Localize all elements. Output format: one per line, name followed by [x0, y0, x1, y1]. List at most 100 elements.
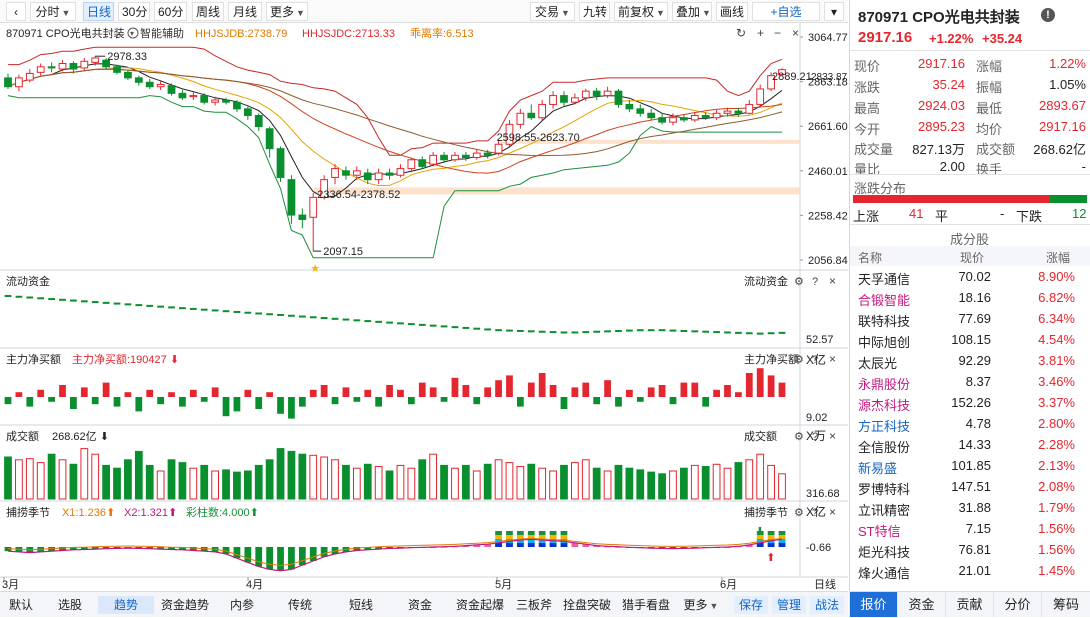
flow-bar — [636, 329, 644, 332]
season-color-block — [527, 531, 535, 535]
indicator-tab-8[interactable]: 资金起爆 — [452, 596, 508, 614]
component-row[interactable]: 中际旭创 108.15 4.54% — [850, 330, 1090, 351]
indicator-tab-11[interactable]: 猎手看盘 — [618, 596, 674, 614]
component-row[interactable]: 天孚通信 70.02 8.90% — [850, 267, 1090, 288]
refresh-icon[interactable]: ↻ — [736, 26, 746, 40]
panel-close-icon[interactable]: × — [829, 505, 836, 519]
quote-tab-2[interactable]: 贡献 — [945, 591, 993, 617]
candle-body — [233, 101, 241, 110]
period-tab-5[interactable]: 月线 — [228, 2, 262, 21]
season-bar — [266, 547, 274, 570]
close-icon[interactable]: × — [792, 26, 799, 40]
component-row[interactable]: 全信股份 14.33 2.28% — [850, 435, 1090, 456]
component-row[interactable]: 罗博特科 147.51 2.08% — [850, 477, 1090, 498]
panel-help-icon[interactable]: ? — [812, 507, 818, 519]
panel-help-icon[interactable]: ? — [812, 431, 818, 443]
date-axis-period[interactable]: 日线 — [814, 577, 836, 591]
indicator-tab-0[interactable]: 默认 — [0, 596, 42, 614]
quote-tab-0[interactable]: 报价 — [849, 591, 897, 617]
period-tab-1[interactable]: 日线 — [83, 2, 114, 21]
volume-bar — [200, 464, 209, 500]
indicator-tab-6[interactable]: 短线 — [333, 596, 389, 614]
indicator-tab-1[interactable]: 选股 — [46, 596, 94, 614]
quote-tab-4[interactable]: 筹码 — [1041, 591, 1090, 617]
period-tab-3[interactable]: 60分 — [154, 2, 187, 21]
net-bar — [506, 375, 513, 397]
panel-close-icon[interactable]: × — [829, 274, 836, 288]
down-count: 12 — [1072, 206, 1087, 221]
panel-help-icon[interactable]: ? — [812, 276, 818, 288]
net-bar — [604, 380, 611, 397]
component-row[interactable]: 新易盛 101.85 2.13% — [850, 456, 1090, 477]
panel-settings-icon[interactable]: ⚙ — [794, 354, 804, 366]
component-row[interactable]: ST特信 7.15 1.56% — [850, 519, 1090, 540]
assist-dropdown-icon[interactable] — [127, 27, 139, 39]
bottom-action-1[interactable]: 管理 — [772, 596, 806, 614]
toolbar-btn-4[interactable]: 画线 — [716, 2, 748, 21]
indicator-tab-3[interactable]: 资金趋势 — [158, 596, 212, 614]
zoom-out-icon[interactable]: − — [774, 26, 781, 40]
season-color-block — [767, 543, 775, 547]
toolbar-btn-2[interactable]: 前复权 ▼ — [614, 2, 668, 21]
candle-body — [91, 57, 100, 63]
quote-tab-1[interactable]: 资金 — [897, 591, 945, 617]
component-row[interactable]: 源杰科技 152.26 3.37% — [850, 393, 1090, 414]
component-row[interactable]: 永鼎股份 8.37 3.46% — [850, 372, 1090, 393]
toolbar-btn-0[interactable]: 交易 ▼ — [530, 2, 575, 21]
flow-bar — [735, 331, 742, 334]
indicator-tab-12[interactable]: 更多 ▼ — [677, 596, 725, 614]
panel-settings-icon[interactable]: ⚙ — [794, 276, 804, 288]
period-tab-2[interactable]: 30分 — [118, 2, 150, 21]
quote-row: 最高 2924.03 最低 2893.67 — [850, 96, 1090, 117]
component-pct: 1.45% — [1038, 563, 1075, 578]
period-tab-4[interactable]: 周线 — [192, 2, 224, 21]
collapse-chevron-icon[interactable]: ▾ — [824, 2, 844, 21]
component-row[interactable]: 太辰光 92.29 3.81% — [850, 351, 1090, 372]
period-tab-6[interactable]: 更多 ▼ — [266, 2, 308, 21]
component-row[interactable]: 烽火通信 21.01 1.45% — [850, 561, 1090, 582]
component-price: 18.16 — [958, 290, 991, 305]
component-pct: 4.54% — [1038, 332, 1075, 347]
volume-bar — [342, 464, 350, 500]
candle-body — [581, 90, 590, 99]
component-pct: 2.13% — [1038, 458, 1075, 473]
kline-chart[interactable]: 870971 CPO光电共封装 ▾ 智能辅助 HHJSJDB:2738.79 HHJSJ… — [0, 23, 848, 591]
volume-bar — [145, 464, 154, 500]
indicator-tab-5[interactable]: 传统 — [272, 596, 328, 614]
toolbar-btn-5[interactable]: +自选 — [752, 2, 820, 21]
flow-bar — [702, 330, 710, 333]
indicator-tab-4[interactable]: 内参 — [216, 596, 268, 614]
period-tab-label: 周线 — [196, 5, 221, 19]
indicator-tab-10[interactable]: 拴盘突破 — [560, 596, 614, 614]
toolbar-btn-3[interactable]: 叠加 ▼ — [672, 2, 712, 21]
bottom-action-2[interactable]: 战法 — [810, 596, 844, 614]
panel-help-icon[interactable]: ? — [812, 354, 818, 366]
indicator-tab-2[interactable]: 趋势 — [98, 596, 154, 614]
assist-label[interactable]: 智能辅助 — [140, 26, 184, 40]
quote-change: +35.24 — [982, 31, 1023, 46]
panel-settings-icon[interactable]: ⚙ — [794, 507, 804, 519]
component-row[interactable]: 炬光科技 76.81 1.56% — [850, 540, 1090, 561]
bottom-action-0[interactable]: 保存 — [734, 596, 768, 614]
panel-settings-icon[interactable]: ⚙ — [794, 431, 804, 443]
flow-unit: X亿 — [806, 352, 826, 367]
toolbar-btn-1[interactable]: 九转 — [579, 2, 610, 21]
component-row[interactable]: 合锻智能 18.16 6.82% — [850, 288, 1090, 309]
chart-area[interactable]: 870971 CPO光电共封装 ▾ 智能辅助 HHJSJDB:2738.79 HHJSJ… — [0, 23, 848, 591]
indicator-tab-9[interactable]: 三板斧 — [512, 596, 556, 614]
quote-row: 量比 2.00 换手 - — [850, 157, 1090, 178]
panel-close-icon[interactable]: × — [829, 352, 836, 366]
indicator-tab-7[interactable]: 资金 — [392, 596, 448, 614]
quote-tab-3[interactable]: 分价 — [993, 591, 1041, 617]
component-row[interactable]: 方正科技 4.78 2.80% — [850, 414, 1090, 435]
component-row[interactable]: 联特科技 77.69 6.34% — [850, 309, 1090, 330]
period-tab-0[interactable]: 分时 ▼ — [30, 2, 76, 21]
candle-body — [538, 103, 547, 119]
zoom-in-icon[interactable]: + — [757, 26, 764, 40]
flow-bar — [80, 300, 88, 303]
back-arrow-icon[interactable]: ‹ — [6, 2, 26, 21]
season-color-block — [506, 531, 513, 535]
info-icon[interactable]: ! — [1041, 8, 1055, 22]
component-row[interactable]: 立讯精密 31.88 1.79% — [850, 498, 1090, 519]
panel-close-icon[interactable]: × — [829, 429, 836, 443]
